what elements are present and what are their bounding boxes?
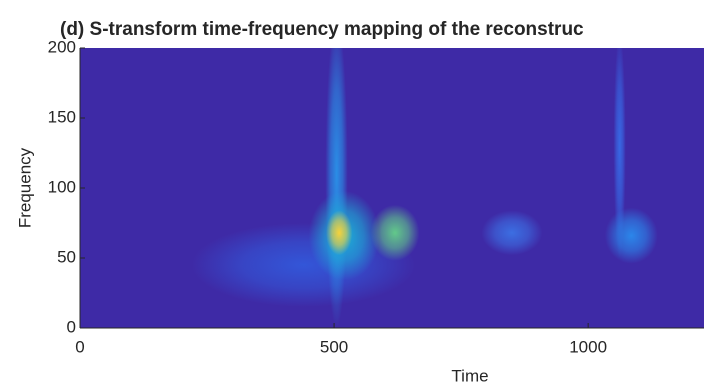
hotspot [370,204,420,261]
chart-title: (d) S-transform time-frequency mapping o… [60,19,584,40]
plot-area [80,48,704,328]
hotspot [325,48,348,328]
x-tick-label: 1000 [569,337,607,356]
y-tick-label: 50 [57,247,76,266]
axes: 0 500 1000 0 50 100 150 200 [48,37,704,356]
y-tick-label: 0 [67,317,76,336]
hotspot [325,210,353,256]
y-tick-label: 200 [48,37,76,56]
x-tick-label: 500 [320,337,348,356]
x-axis-label: Time [451,366,488,385]
y-axis-label: Frequency [15,147,34,228]
hotspot [613,48,626,258]
y-tick-label: 150 [48,107,76,126]
hotspot [604,207,658,264]
hotspot [481,210,543,256]
y-tick-label: 100 [48,177,76,196]
x-tick-label: 0 [75,337,84,356]
